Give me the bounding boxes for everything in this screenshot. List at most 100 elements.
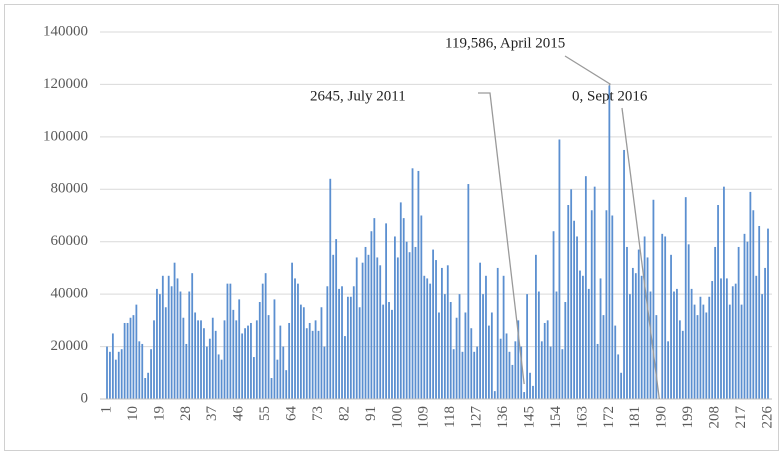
bar: [517, 320, 520, 399]
annotation: 0, Sept 2016: [572, 88, 648, 104]
bar: [755, 275, 758, 399]
bar: [144, 378, 147, 399]
bar: [314, 320, 317, 399]
bar: [373, 218, 376, 399]
bar: [241, 333, 244, 399]
bar: [235, 320, 238, 399]
bar: [335, 239, 338, 399]
bar: [394, 236, 396, 399]
x-tick-label: 217: [733, 406, 749, 429]
bar: [746, 241, 749, 399]
bar: [126, 322, 129, 399]
x-tick-label: 145: [521, 406, 537, 429]
bar: [285, 370, 288, 399]
bar: [402, 218, 405, 399]
bar: [596, 343, 599, 399]
bar: [532, 385, 534, 399]
bar: [311, 330, 314, 399]
x-tick-label: 127: [469, 406, 485, 429]
bar: [555, 291, 558, 399]
x-tick-label: 172: [601, 406, 617, 429]
bar: [399, 202, 402, 399]
bar: [749, 191, 752, 399]
bar: [567, 205, 570, 399]
bar: [643, 236, 646, 399]
bar: [273, 299, 276, 399]
bar: [376, 257, 379, 399]
bar: [452, 349, 455, 399]
y-tick-label: 140000: [43, 23, 88, 39]
bar: [576, 236, 578, 399]
y-tick-label: 80000: [51, 181, 89, 197]
bar: [537, 291, 540, 399]
bar: [423, 275, 426, 399]
bar: [443, 294, 446, 399]
bar: [720, 278, 722, 399]
bar: [540, 341, 543, 399]
x-tick-label: 55: [257, 406, 273, 421]
bar: [564, 302, 567, 399]
bar: [634, 273, 637, 399]
bar: [573, 220, 576, 399]
bar: [370, 231, 373, 399]
bar: [767, 228, 769, 399]
annotation-leader: [478, 92, 525, 385]
bar: [505, 333, 508, 399]
bar: [488, 325, 490, 399]
bar: [676, 288, 678, 399]
bar: [220, 359, 223, 399]
bar: [549, 346, 552, 399]
bar: [740, 304, 743, 399]
bar: [132, 315, 135, 399]
x-tick-label: 28: [178, 406, 194, 421]
bar: [520, 346, 523, 399]
bar: [526, 294, 529, 399]
bar: [438, 312, 440, 399]
bar: [355, 257, 358, 399]
annotation: 119,586, April 2015: [445, 35, 565, 51]
x-tick-label: 46: [231, 406, 247, 422]
bar: [582, 275, 584, 399]
bar: [552, 231, 555, 399]
bar: [508, 351, 511, 399]
bar: [332, 254, 335, 399]
x-tick-label: 181: [627, 406, 643, 429]
bar: [323, 346, 326, 399]
bar: [200, 320, 202, 399]
bar: [449, 302, 452, 399]
bar: [441, 267, 443, 399]
bar: [614, 325, 617, 399]
bar: [590, 210, 593, 399]
bar: [167, 275, 170, 399]
bar: [250, 322, 252, 399]
bar: [473, 351, 476, 399]
x-tick-label: 118: [442, 406, 458, 428]
bar: [297, 283, 299, 399]
bar: [109, 351, 111, 399]
bar: [320, 307, 323, 399]
bar: [467, 184, 470, 399]
bar: [458, 294, 461, 399]
bar: [247, 325, 249, 399]
bar: [308, 322, 311, 399]
bar: [649, 291, 652, 399]
bar: [496, 267, 499, 399]
bar: [546, 320, 549, 399]
y-tick-label: 100000: [43, 128, 88, 144]
bar: [229, 283, 232, 399]
bar: [244, 328, 246, 399]
bar: [405, 241, 408, 399]
bar: [252, 357, 255, 399]
bar: [226, 283, 229, 399]
bar: [191, 273, 194, 399]
bar: [602, 315, 605, 399]
y-tick-label: 40000: [51, 286, 89, 302]
bar: [637, 249, 640, 399]
bar: [214, 330, 217, 399]
bar: [185, 343, 188, 399]
x-tick-label: 19: [151, 406, 167, 421]
bar: [673, 291, 675, 399]
x-tick-label: 109: [416, 406, 432, 429]
bar: [631, 267, 634, 399]
bar: [435, 260, 437, 399]
